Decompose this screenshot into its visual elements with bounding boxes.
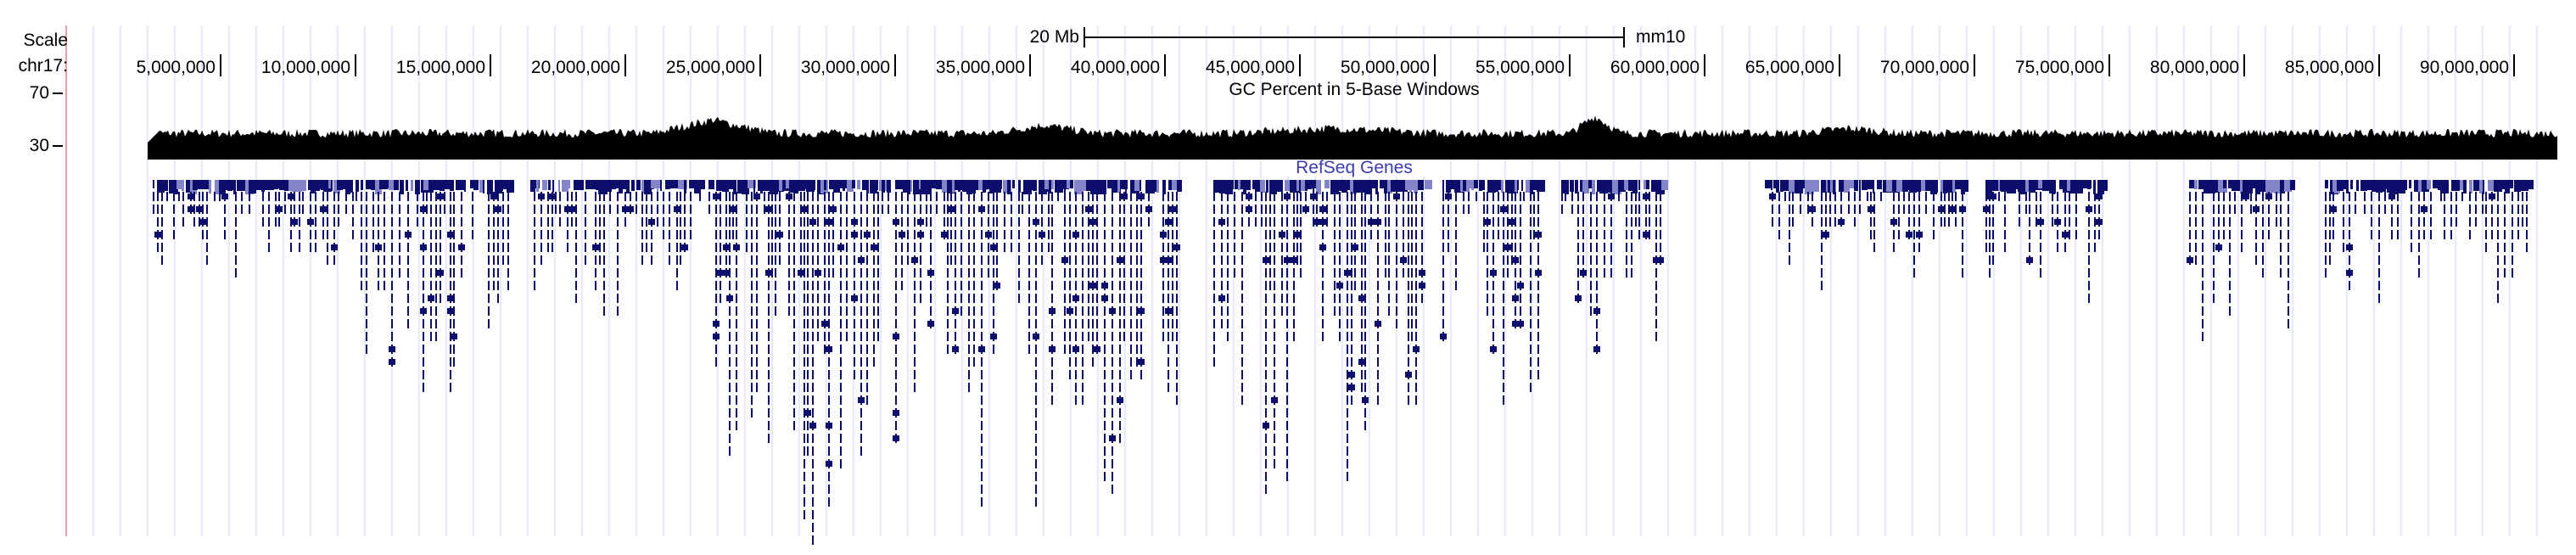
- scale-bar-length: 20 Mb: [1030, 27, 1079, 47]
- ruler-tick-label: 65,000,000: [1745, 58, 1834, 77]
- gc-ymin-label: 30: [30, 136, 49, 155]
- assembly-label: mm10: [1636, 27, 1685, 47]
- refseq-title-backdrop: [1273, 158, 1436, 177]
- gc-baseline: [148, 154, 2557, 160]
- ruler-tick-label: 10,000,000: [261, 58, 350, 77]
- scale-label: Scale: [23, 31, 68, 50]
- ruler-tick-label: 15,000,000: [396, 58, 485, 77]
- ruler-tick-label: 45,000,000: [1206, 58, 1295, 77]
- ruler-tick-label: 50,000,000: [1341, 58, 1430, 77]
- ruler-tick-label: 25,000,000: [666, 58, 755, 77]
- refseq-track-title: RefSeq Genes: [1296, 158, 1413, 177]
- ruler-tick-label: 5,000,000: [137, 58, 216, 77]
- chrom-label: chr17:: [19, 56, 68, 76]
- ruler-tick-label: 30,000,000: [801, 58, 890, 77]
- ruler-tick-label: 75,000,000: [2015, 58, 2104, 77]
- scale-bar: 20 Mb mm10: [1030, 27, 1685, 48]
- gc-track-title: GC Percent in 5-Base Windows: [1229, 80, 1479, 99]
- base-position-ruler: 5,000,000 10,000,000 15,000,000 20,000,000 2…: [137, 54, 2515, 77]
- ruler-tick-label: 55,000,000: [1476, 58, 1565, 77]
- ruler-tick-label: 85,000,000: [2285, 58, 2374, 77]
- refseq-genes-track[interactable]: [153, 180, 2534, 545]
- ruler-tick-label: 35,000,000: [936, 58, 1025, 77]
- ruler-tick-label: 90,000,000: [2420, 58, 2509, 77]
- ruler-tick-label: 20,000,000: [531, 58, 620, 77]
- ruler-tick-label: 70,000,000: [1880, 58, 1969, 77]
- gc-percent-wiggle: [148, 115, 2557, 154]
- ruler-tick-label: 80,000,000: [2150, 58, 2239, 77]
- ruler-tick-label: 40,000,000: [1071, 58, 1160, 77]
- ruler-tick-label: 60,000,000: [1610, 58, 1700, 77]
- gc-ymax-label: 70: [30, 83, 49, 103]
